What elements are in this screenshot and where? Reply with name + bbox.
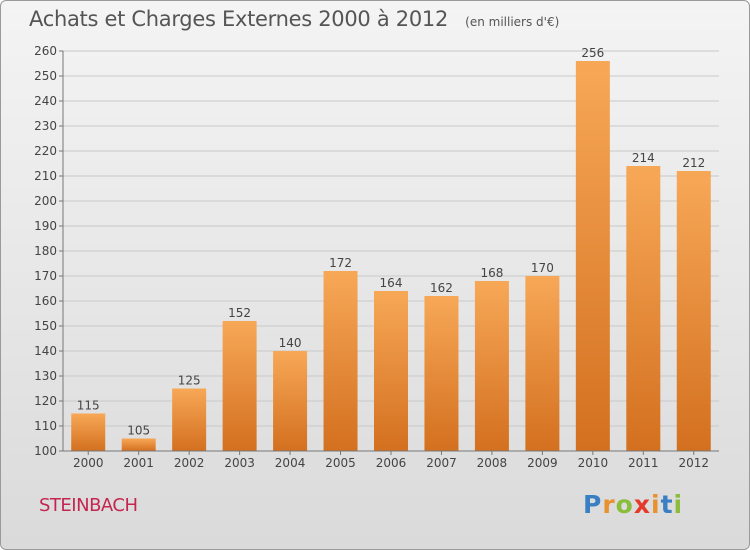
x-tick-label: 2003 [224,456,255,470]
x-tick-label: 2007 [426,456,457,470]
value-label: 162 [430,281,453,295]
bar [121,438,156,451]
bar [575,61,610,451]
logo-letter: t [660,490,674,519]
y-tick-label: 110 [34,419,57,433]
value-label: 256 [581,46,604,60]
value-label: 125 [178,374,201,388]
logo-letter: i [651,490,661,519]
value-label: 168 [480,266,503,280]
bar [273,351,308,451]
bar [71,413,106,451]
y-tick-label: 200 [34,194,57,208]
value-label: 170 [531,261,554,275]
location-name: STEINBACH [39,495,138,516]
y-tick-label: 180 [34,244,57,258]
y-axis: 100 110 120 130 140 150 160 170 180 190 200 210 220 2… [34,44,64,458]
value-label: 115 [77,399,100,413]
value-label: 164 [380,276,403,290]
logo-letter: r [602,490,616,519]
y-tick-label: 220 [34,144,57,158]
y-tick-label: 240 [34,94,57,108]
x-tick-label: 2010 [578,456,609,470]
logo-letter: o [615,490,634,519]
value-label: 105 [127,424,150,438]
y-tick-label: 100 [34,444,57,458]
value-label: 212 [682,156,705,170]
bar [474,281,509,451]
x-tick-label: 2012 [678,456,709,470]
bar [424,296,459,451]
bar [374,291,408,451]
y-tick-label: 140 [34,344,57,358]
x-tick-label: 2001 [123,456,154,470]
y-tick-label: 250 [34,69,57,83]
x-axis: 2000 2001 2002 2003 2004 2005 2006 2007 2008 2009… [63,450,719,470]
logo-letter: i [673,490,684,519]
x-tick-label: 2005 [325,456,356,470]
bar [525,276,560,451]
y-tick-label: 230 [34,119,57,133]
x-tick-label: 2009 [527,456,558,470]
bar [676,171,711,451]
proxiti-logo: Proxiti [583,490,683,519]
logo-letter: P [583,490,603,519]
title-row: Achats et Charges Externes 2000 à 2012 (… [29,7,559,31]
value-label: 152 [228,306,251,320]
x-tick-label: 2011 [628,456,659,470]
bar [172,388,207,451]
x-tick-label: 2008 [477,456,508,470]
y-tick-label: 120 [34,394,57,408]
bar [323,271,358,451]
chart-title: Achats et Charges Externes 2000 à 2012 [29,7,449,31]
y-tick-label: 210 [34,169,57,183]
x-tick-label: 2006 [376,456,407,470]
value-label: 214 [632,151,655,165]
chart-subtitle: (en milliers d'€) [465,15,560,29]
y-tick-label: 170 [34,269,57,283]
value-label: 172 [329,256,352,270]
bar [626,166,661,451]
x-tick-label: 2004 [275,456,306,470]
value-label: 140 [279,336,302,350]
bars [71,61,711,451]
y-tick-label: 160 [34,294,57,308]
logo-letter: x [633,490,651,519]
value-labels: 115 105 125 152 140 172 164 162 168 170 256 214 212 [77,46,705,438]
bar [222,321,257,451]
y-tick-label: 150 [34,319,57,333]
y-tick-label: 190 [34,219,57,233]
y-tick-label: 130 [34,369,57,383]
x-tick-label: 2000 [73,456,104,470]
y-tick-label: 260 [34,44,57,58]
x-tick-label: 2002 [174,456,205,470]
